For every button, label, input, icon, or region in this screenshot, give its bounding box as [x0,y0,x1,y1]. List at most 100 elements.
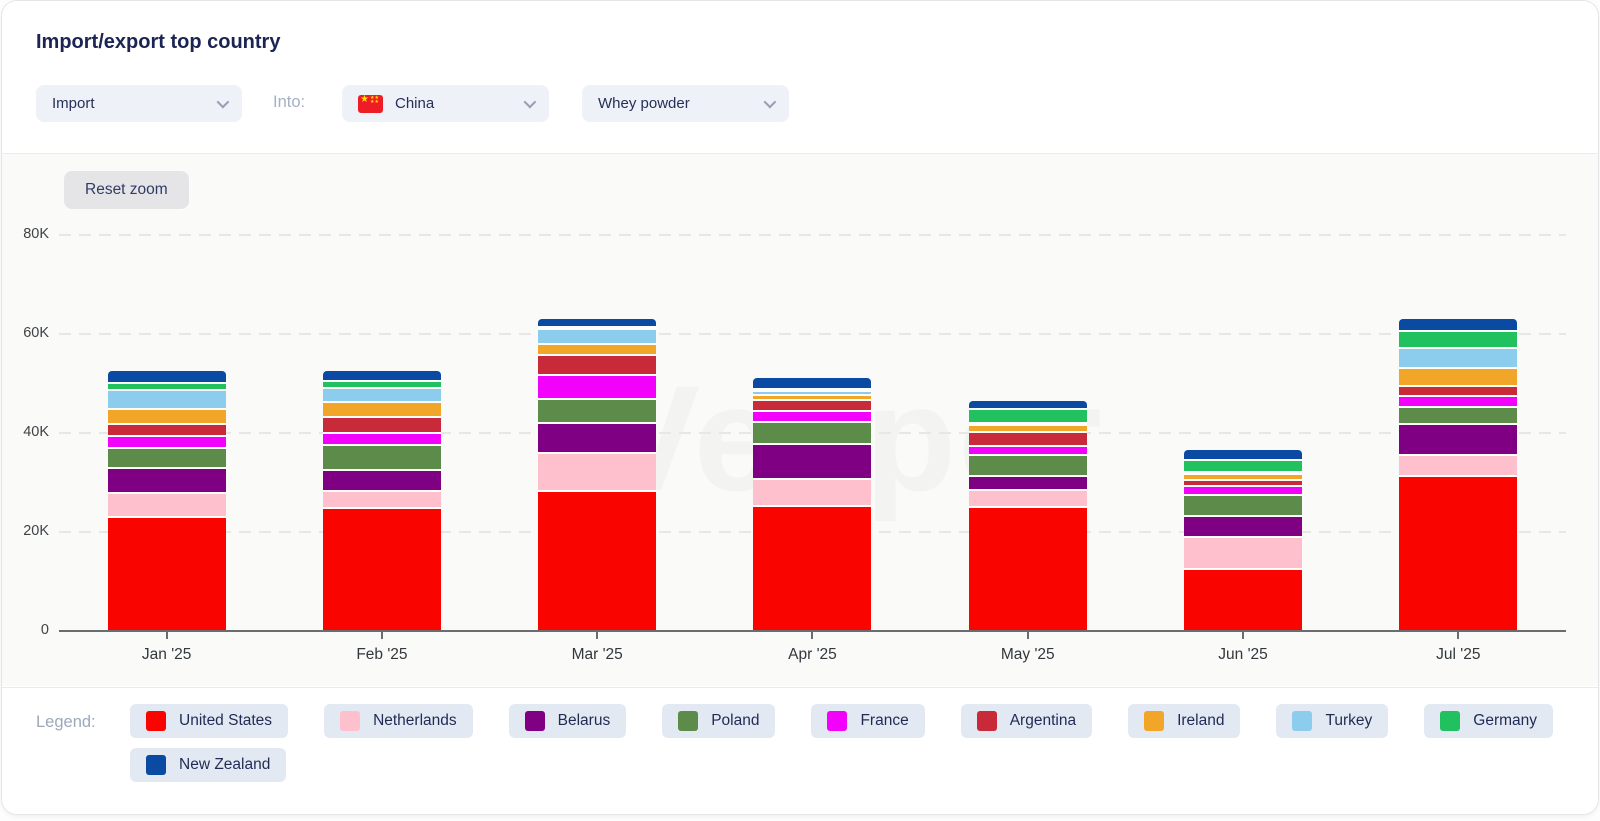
bar-segment[interactable] [1184,536,1303,569]
bar-segment[interactable] [107,492,226,516]
bar-segment[interactable] [538,451,657,491]
bar-segment[interactable] [538,397,657,423]
bar-segment[interactable] [968,400,1087,408]
bar-segment[interactable] [322,387,441,402]
product-dropdown[interactable]: Whey powder [582,85,789,122]
bar-segment[interactable] [1399,394,1518,406]
stacked-bar-apr25[interactable] [753,377,872,631]
bar-segment[interactable] [1184,493,1303,515]
bar-segment[interactable] [107,515,226,631]
bar-segment[interactable] [107,446,226,467]
bar-segment[interactable] [322,468,441,491]
bar-segment[interactable] [968,488,1087,506]
country-dropdown[interactable]: ★ ★★ ★★ China [342,85,549,122]
bar-segment[interactable] [107,382,226,389]
bar-segment[interactable] [107,423,226,436]
legend-chip-france[interactable]: France [811,704,925,738]
bar-segment[interactable] [753,389,872,394]
bar-segment[interactable] [1399,453,1518,476]
bar-segment[interactable] [1399,405,1518,424]
bar-segment[interactable] [1184,485,1303,494]
bar-segment[interactable] [753,477,872,505]
stacked-bar-may25[interactable] [968,400,1087,631]
bar-segment[interactable] [538,318,657,326]
bar-segment[interactable] [968,475,1087,489]
bar-segment[interactable] [968,423,1087,431]
bar-segment[interactable] [968,421,1087,424]
x-tick-label: Mar '25 [571,646,623,663]
bar-segment[interactable] [322,490,441,508]
bar-segment[interactable] [968,505,1087,631]
tick-slot [1135,632,1350,639]
bar-segment[interactable] [1184,479,1303,486]
bar-slot [920,154,1135,631]
bar-segment[interactable] [968,445,1087,455]
bar-segment[interactable] [538,325,657,328]
legend-label: Legend: [36,713,96,731]
direction-dropdown[interactable]: Import [36,85,242,122]
bar-segment[interactable] [753,504,872,631]
bar-segment[interactable] [107,389,226,409]
bar-segment[interactable] [1399,385,1518,395]
bar-segment[interactable] [968,454,1087,476]
bar-segment[interactable] [322,415,441,433]
bar-segment[interactable] [107,466,226,493]
bar-segment[interactable] [753,393,872,400]
legend-chip-new-zealand[interactable]: New Zealand [130,748,287,782]
bar-segment[interactable] [1184,459,1303,471]
bar-segment[interactable] [753,421,872,443]
stacked-bar-feb25[interactable] [322,370,441,631]
legend-chip-ireland[interactable]: Ireland [1128,704,1241,738]
legend-chip-turkey[interactable]: Turkey [1276,704,1389,738]
stacked-bar-jan25[interactable] [107,371,226,631]
bar-segment[interactable] [1184,514,1303,537]
x-axis-tick [1242,632,1245,639]
bar-segment[interactable] [1184,449,1303,460]
bar-segment[interactable] [538,373,657,398]
legend-chip-poland[interactable]: Poland [662,704,776,738]
bar-segment[interactable] [968,407,1087,422]
bar-segment[interactable] [322,432,441,445]
stacked-bar-jun25[interactable] [1184,449,1303,631]
bar-segment[interactable] [1184,470,1303,474]
legend-chip-belarus[interactable]: Belarus [508,704,627,738]
legend-chip-label: Germany [1473,712,1538,729]
bar-segment[interactable] [1399,329,1518,347]
bar-segment[interactable] [1399,475,1518,631]
bar-segment[interactable] [107,371,226,383]
bar-segment[interactable] [322,401,441,416]
legend-chip-argentina[interactable]: Argentina [960,704,1093,738]
bar-segment[interactable] [1399,423,1518,454]
bar-segment[interactable] [322,507,441,631]
reset-zoom-button[interactable]: Reset zoom [64,171,189,209]
bar-segment[interactable] [753,442,872,478]
bar-segment[interactable] [1184,473,1303,480]
bar-segment[interactable] [538,422,657,452]
bar-segment[interactable] [1399,319,1518,330]
bar-segment[interactable] [1399,367,1518,386]
stacked-bar-jul25[interactable] [1399,319,1518,631]
bar-segment[interactable] [753,377,872,388]
bar-segment[interactable] [1184,568,1303,631]
bar-segment[interactable] [322,444,441,469]
bar-segment[interactable] [538,354,657,374]
bar-segment[interactable] [538,327,657,343]
bar-segment[interactable] [107,435,226,447]
legend-chip-germany[interactable]: Germany [1424,704,1554,738]
bar-segment[interactable] [1399,346,1518,368]
legend-chip-netherlands[interactable]: Netherlands [324,704,473,738]
bar-segment[interactable] [322,379,441,388]
bar-segment[interactable] [322,370,441,380]
bar-segment[interactable] [538,490,657,631]
stacked-bar-mar25[interactable] [538,318,657,631]
bar-segment[interactable] [753,399,872,411]
bar-segment[interactable] [538,342,657,355]
bar-segment[interactable] [968,430,1087,446]
bar-segment[interactable] [753,387,872,390]
legend-swatch [1292,711,1313,731]
bar-segment[interactable] [753,410,872,422]
legend-chip-united-states[interactable]: United States [130,704,289,738]
bar-segment[interactable] [107,408,226,424]
